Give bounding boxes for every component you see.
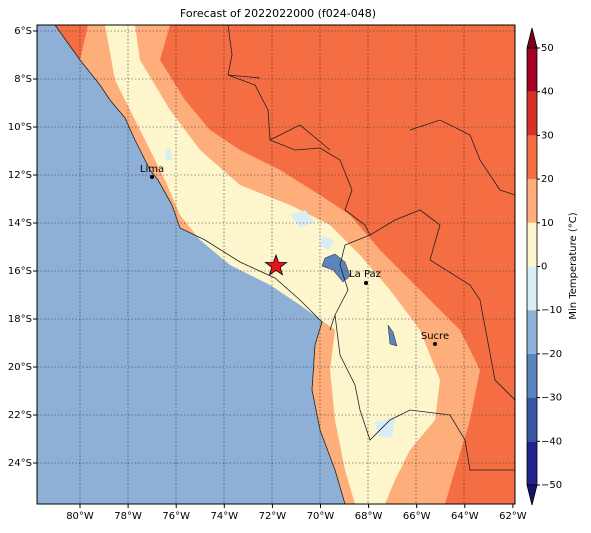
colorbar-tick-label: −30 — [541, 393, 562, 404]
colorbar-tick-label: 40 — [541, 87, 554, 98]
colorbar-segment — [527, 397, 537, 442]
lon-tick-label: 66°W — [403, 511, 431, 522]
lon-tick-label: 64°W — [451, 511, 479, 522]
star-marker — [264, 253, 288, 276]
lat-tick-label: 16°S — [8, 266, 32, 277]
lon-tick-label: 76°W — [162, 511, 190, 522]
coastline — [54, 25, 346, 504]
colorbar-tick-label: −10 — [541, 305, 562, 316]
city-label: Lima — [140, 164, 164, 175]
map-area: Lima La Paz Sucre — [37, 25, 515, 504]
colorbar-tick-label: 20 — [541, 174, 554, 185]
lat-tick-label: 22°S — [8, 410, 32, 421]
colorbar-tick-label: 10 — [541, 218, 554, 229]
colorbar-tick-label: −40 — [541, 436, 562, 447]
colorbar-tick-label: 50 — [541, 43, 554, 54]
colorbar-label: Min Temperature (°C) — [568, 212, 579, 319]
colorbar-tick-label: 30 — [541, 130, 554, 141]
colorbar-segment — [527, 353, 537, 398]
colorbar-tick-label: 0 — [541, 262, 547, 273]
colorbar-tick-label: −50 — [541, 480, 562, 491]
lat-tick-label: 8°S — [14, 74, 32, 85]
lat-tick-label: 10°S — [8, 122, 32, 133]
lat-tick-label: 14°S — [8, 218, 32, 229]
lake — [321, 253, 398, 347]
title: Forecast of 2022022000 (f024-048) — [180, 7, 376, 20]
colorbar: −50 −40 −30 −20 −10 0 10 20 30 40 50 — [526, 27, 562, 506]
colorbar-segment — [527, 310, 537, 354]
lat-tick-label: 6°S — [14, 26, 32, 37]
colorbar-segment — [527, 222, 537, 267]
colorbar-segment — [527, 91, 537, 136]
colorbar-over — [526, 27, 538, 49]
lat-tick-label: 18°S — [8, 314, 32, 325]
city-dot — [364, 281, 368, 285]
city-label: La Paz — [349, 269, 381, 280]
city-dot — [150, 175, 154, 179]
colorbar-segment — [527, 441, 537, 485]
lat-tick-label: 20°S — [8, 362, 32, 373]
lon-tick-label: 74°W — [210, 511, 238, 522]
lon-tick-label: 68°W — [355, 511, 383, 522]
lat-ticks: 6°S 8°S 10°S 12°S 14°S 16°S 18°S 20°S 22°S 24°S — [8, 26, 37, 469]
colorbar-tick-label: −20 — [541, 349, 562, 360]
colorbar-segment — [527, 266, 537, 311]
lat-tick-label: 24°S — [8, 458, 32, 469]
city-label: Sucre — [421, 331, 449, 342]
lon-tick-label: 78°W — [114, 511, 142, 522]
colorbar-segment — [527, 48, 537, 92]
colorbar-segment — [527, 135, 537, 180]
lon-tick-label: 62°W — [499, 511, 527, 522]
lon-tick-label: 80°W — [66, 511, 94, 522]
lon-tick-label: 70°W — [307, 511, 335, 522]
lon-tick-label: 72°W — [259, 511, 287, 522]
colorbar-segment — [527, 179, 537, 223]
lon-ticks: 80°W 78°W 76°W 74°W 72°W 70°W 68°W 66°W 64°W 62°W — [66, 504, 527, 522]
lat-tick-label: 12°S — [8, 170, 32, 181]
map-frame — [36, 24, 516, 505]
colorbar-under — [526, 484, 538, 506]
city-dot — [433, 342, 437, 346]
